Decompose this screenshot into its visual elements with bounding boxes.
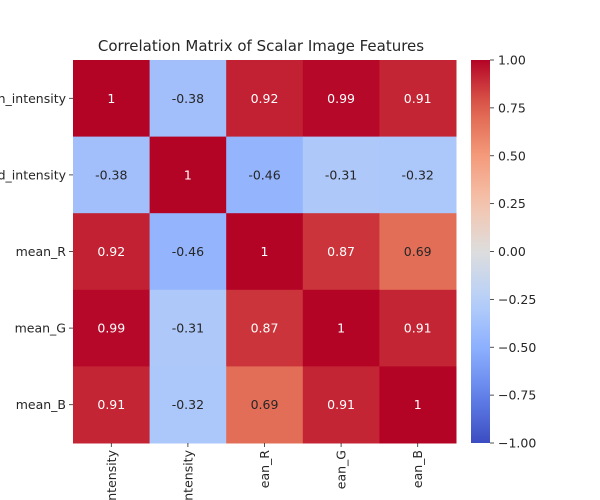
cell-value-label: 0.91 — [327, 397, 355, 412]
heatmap-cell — [149, 366, 227, 444]
column-tick-label: ntensity — [104, 449, 119, 500]
cell-value-label: -0.46 — [172, 244, 204, 259]
cell-value-label: 0.91 — [97, 397, 125, 412]
row-tick-label: d_intensity — [0, 167, 67, 182]
heatmap-cell — [302, 136, 380, 214]
heatmap-cell — [302, 213, 380, 291]
cell-value-label: -0.31 — [172, 321, 204, 336]
cell-value-label: 0.87 — [327, 244, 355, 259]
cell-value-label: 0.99 — [327, 91, 355, 106]
row-tick-labels: n_intensity d_intensity mean_R mean_G mean_B — [0, 91, 73, 412]
heatmap-cell — [73, 366, 151, 444]
colorbar-tick-label: 0.75 — [498, 100, 526, 115]
row-tick-label: n_intensity — [0, 91, 67, 106]
cell-value-label: 0.92 — [97, 244, 125, 259]
cell-value-label: 0.91 — [404, 91, 432, 106]
colorbar-tick-label: −0.50 — [498, 340, 536, 355]
heatmap-cell — [226, 213, 304, 291]
cell-value-label: 1 — [337, 321, 345, 336]
column-tick-label: ntensity — [180, 449, 195, 500]
heatmap-cell — [73, 136, 151, 214]
colorbar-tick-label: 0.50 — [498, 148, 526, 163]
heatmap-cell — [302, 60, 380, 138]
heatmap-cell — [73, 60, 151, 138]
colorbar-tick-label: 0.25 — [498, 196, 526, 211]
heatmap-cell — [149, 136, 227, 214]
cell-value-label: -0.32 — [172, 397, 204, 412]
colorbar-tick-label: 0.00 — [498, 244, 526, 259]
cell-value-label: -0.32 — [402, 167, 434, 182]
heatmap-cell — [379, 60, 457, 138]
heatmap-cell — [379, 136, 457, 214]
cell-value-label: 0.91 — [404, 321, 432, 336]
heatmap-cell — [149, 60, 227, 138]
heatmap-cell — [226, 289, 304, 367]
cell-value-label: 0.69 — [251, 397, 279, 412]
cell-value-label: 1 — [261, 244, 269, 259]
heatmap-cell — [226, 136, 304, 214]
cell-value-label: 0.87 — [251, 321, 279, 336]
colorbar — [471, 60, 490, 443]
cell-value-label: -0.38 — [95, 167, 127, 182]
column-tick-labels: ntensity ntensity ean_R ean_G ean_B — [104, 443, 425, 500]
column-tick-label: ean_R — [257, 450, 272, 489]
cell-value-label: 1 — [184, 167, 192, 182]
cell-value-label: 0.99 — [97, 321, 125, 336]
column-tick-label: ean_B — [410, 450, 425, 488]
cell-value-label: 0.69 — [404, 244, 432, 259]
colorbar-tick-label: −1.00 — [498, 436, 536, 451]
heatmap-cell — [302, 289, 380, 367]
cell-value-label: 1 — [414, 397, 422, 412]
column-tick-label: ean_G — [334, 450, 349, 489]
heatmap-cell — [379, 213, 457, 291]
heatmap-cell — [73, 213, 151, 291]
cell-value-label: -0.46 — [248, 167, 280, 182]
colorbar-tick-labels: 1.00 0.75 0.50 0.25 0.00 −0.25 −0.50 −0.75 −1.00 — [490, 53, 536, 451]
row-tick-label: mean_B — [16, 397, 66, 412]
heatmap-cell — [73, 289, 151, 367]
chart-title: Correlation Matrix of Scalar Image Featu… — [98, 37, 424, 55]
cell-value-label: 1 — [107, 91, 115, 106]
heatmap-cell — [226, 60, 304, 138]
heatmap-cell — [226, 366, 304, 444]
row-tick-label: mean_G — [15, 321, 66, 336]
heatmap-cells: 1 -0.38 0.92 0.99 0.91 -0.38 1 -0.46 -0.31 -0.32 0… — [73, 60, 457, 444]
colorbar-tick-label: 1.00 — [498, 53, 526, 68]
row-tick-label: mean_R — [16, 244, 67, 259]
colorbar-tick-label: −0.25 — [498, 292, 536, 307]
heatmap-cell — [149, 213, 227, 291]
cell-value-label: 0.92 — [251, 91, 279, 106]
heatmap-cell — [302, 366, 380, 444]
heatmap-cell — [379, 366, 457, 444]
cell-value-label: -0.38 — [172, 91, 204, 106]
heatmap-cell — [379, 289, 457, 367]
heatmap-cell — [149, 289, 227, 367]
colorbar-tick-label: −0.75 — [498, 388, 536, 403]
cell-value-label: -0.31 — [325, 167, 357, 182]
